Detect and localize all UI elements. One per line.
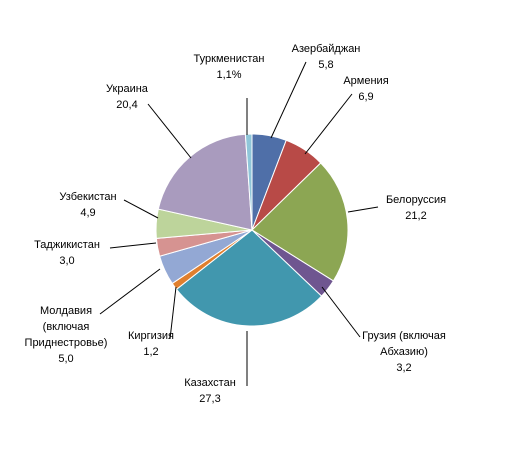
- slice-label-tajikistan: Таджикистан 3,0: [34, 239, 100, 267]
- pie-slices: [155, 133, 349, 327]
- leader-line-ukraine: [147, 103, 192, 159]
- slice-label-turkmenistan: Туркменистан 1,1%: [194, 53, 265, 81]
- pie-slice-kazakhstan: [175, 229, 323, 327]
- slice-labels: Азербайджан 5,8 Армения 6,9 Белоруссия 21,2 Гр…: [25, 43, 447, 405]
- leader-line-kyrgyzstan: [169, 286, 177, 340]
- pie-slice-belarus: [251, 162, 349, 282]
- slice-label-armenia: Армения 6,9: [343, 75, 388, 103]
- leader-line-tajikistan: [109, 242, 157, 249]
- leader-line-belarus: [347, 206, 379, 213]
- pie-slice-ukraine: [157, 133, 253, 231]
- slice-label-moldova: Молдавия (включая Приднестровье) 5,0: [25, 305, 108, 365]
- slice-label-uzbekistan: Узбекистан 4,9: [59, 191, 116, 219]
- slice-label-kyrgyzstan: Киргизия 1,2: [128, 330, 174, 358]
- leader-line-armenia: [304, 93, 353, 155]
- leader-line-moldova: [99, 268, 161, 315]
- slice-label-ukraine: Украина 20,4: [106, 83, 149, 111]
- leader-line-uzbekistan: [123, 199, 159, 219]
- slice-label-georgia: Грузия (включая Абхазию) 3,2: [362, 330, 446, 374]
- slice-label-kazakhstan: Казахстан 27,3: [184, 377, 236, 405]
- slice-label-belarus: Белоруссия 21,2: [386, 194, 446, 222]
- leader-line-azerbaijan: [270, 61, 307, 139]
- slice-label-azerbaijan: Азербайджан 5,8: [292, 43, 361, 71]
- leader-line-georgia: [321, 286, 361, 338]
- pie-slice-turkmenistan: [244, 133, 253, 231]
- leader-lines: [99, 61, 379, 386]
